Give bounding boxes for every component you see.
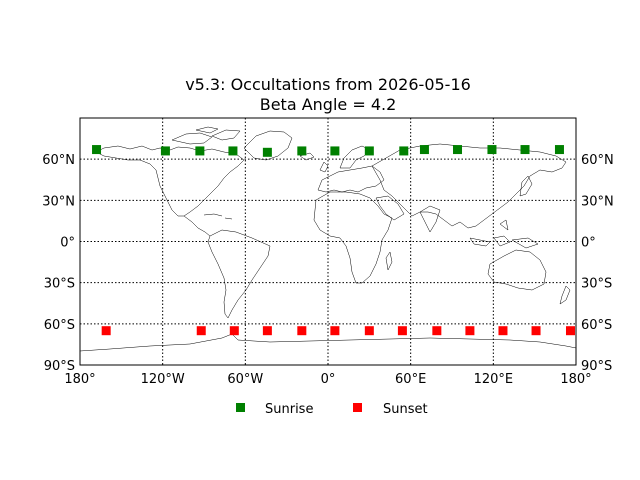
sunrise-point (160, 146, 170, 156)
sunset-point (531, 326, 541, 336)
sunset-point (101, 326, 111, 336)
x-tick-label: 180° (560, 372, 591, 387)
axis-tick-labels: 180° 120°W 60°W 0° 60°E 120°E 180° 60°N 60°N 30°N… (42, 153, 614, 387)
x-tick-label: 120°E (474, 372, 514, 387)
sunrise-point (554, 145, 564, 155)
x-tick-label: 0° (321, 372, 336, 387)
sunrise-point (419, 145, 429, 155)
y-tick-label-right: 60°S (581, 318, 612, 333)
y-tick-label-left: 0° (60, 236, 75, 251)
sunset-point (565, 326, 575, 336)
sunset-point (364, 326, 374, 336)
sunrise-point (487, 145, 497, 155)
sunrise-point (453, 145, 463, 155)
sunset-point (229, 326, 239, 336)
graticule (80, 118, 576, 365)
sunrise-point (92, 145, 102, 155)
central-america-outline (183, 215, 211, 237)
sunrise-point (262, 147, 272, 157)
sunrise-point (364, 146, 374, 156)
legend-sunset-label: Sunset (383, 402, 428, 417)
y-tick-label-right: 0° (581, 236, 596, 251)
x-tick-label: 60°E (395, 372, 426, 387)
chart-title: v5.3: Occultations from 2026-05-16 (185, 75, 471, 94)
y-tick-label-left: 30°N (42, 194, 75, 209)
sunset-point (498, 326, 508, 336)
south-america-outline (207, 229, 271, 319)
y-tick-label-right: 90°S (581, 359, 612, 374)
x-tick-label: 180° (64, 372, 95, 387)
india-outline (419, 205, 441, 233)
legend-sunrise-marker (236, 403, 245, 412)
sunrise-point (195, 146, 205, 156)
antarctica-outline (79, 333, 577, 352)
x-tick-label: 60°W (227, 372, 263, 387)
y-tick-label-right: 60°N (581, 153, 614, 168)
new-zealand-outline (559, 285, 571, 305)
map-area (79, 117, 577, 366)
sunset-point (297, 326, 307, 336)
x-tick-label: 120°W (141, 372, 185, 387)
madagascar-outline (385, 251, 393, 271)
sunrise-point (399, 146, 409, 156)
caribbean-outline (203, 213, 233, 220)
legend: Sunrise Sunset (236, 402, 428, 417)
y-tick-label-right: 30°N (581, 194, 614, 209)
sunrise-point (297, 146, 307, 156)
sunset-point (465, 326, 475, 336)
europe-outline (317, 165, 385, 193)
sunrise-point (330, 146, 340, 156)
chart-subtitle: Beta Angle = 4.2 (260, 95, 397, 114)
occultation-markers (92, 145, 575, 336)
arctic-islands-outline (171, 126, 241, 145)
sunset-point (262, 326, 272, 336)
north-america-outline (95, 145, 245, 217)
map-frame (79, 117, 577, 366)
legend-sunset-marker (353, 403, 362, 412)
asia-outline (371, 143, 567, 229)
maritime-asia-outline (469, 219, 539, 249)
africa-outline (313, 191, 393, 284)
australia-outline (487, 249, 547, 291)
y-tick-label-left: 60°N (42, 153, 75, 168)
arabian-peninsula-outline (375, 195, 405, 221)
japan-outline (519, 175, 533, 197)
sunrise-point (228, 146, 238, 156)
sunset-point (196, 326, 206, 336)
y-tick-label-left: 60°S (44, 318, 75, 333)
sunrise-point (520, 145, 530, 155)
sunset-point (330, 326, 340, 336)
legend-sunrise-label: Sunrise (265, 402, 313, 417)
y-tick-label-left: 30°S (44, 277, 75, 292)
y-tick-label-left: 90°S (44, 359, 75, 374)
sunset-point (432, 326, 442, 336)
y-tick-label-right: 30°S (581, 277, 612, 292)
sunset-point (397, 326, 407, 336)
